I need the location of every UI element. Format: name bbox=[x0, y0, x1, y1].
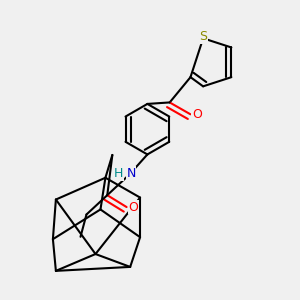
Text: H: H bbox=[114, 167, 123, 180]
Text: O: O bbox=[128, 201, 138, 214]
Text: N: N bbox=[126, 167, 136, 180]
Text: O: O bbox=[192, 108, 202, 121]
Text: S: S bbox=[199, 30, 207, 43]
